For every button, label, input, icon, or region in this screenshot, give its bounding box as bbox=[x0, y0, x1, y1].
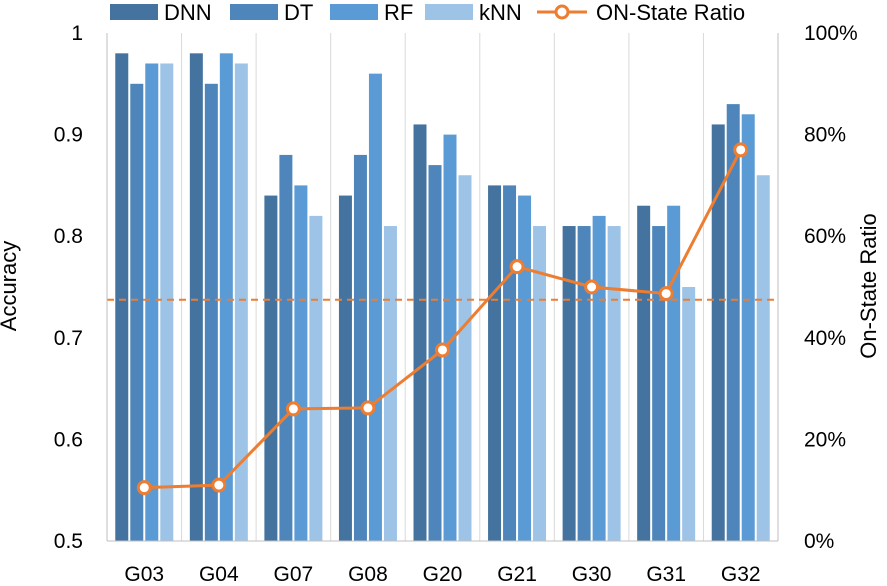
x-tick-label: G20 bbox=[423, 563, 463, 586]
bar-rf-g31 bbox=[667, 205, 681, 541]
on-state-ratio-point-g20 bbox=[435, 342, 450, 358]
legend: DNN DT RF kNN ON-State Ratio bbox=[110, 0, 745, 25]
legend-label-dt: DT bbox=[284, 0, 313, 25]
legend-label-dnn: DNN bbox=[164, 0, 212, 25]
bar-dt-g07 bbox=[279, 154, 293, 542]
bar-dt-g32 bbox=[726, 104, 740, 542]
y2-tick-label: 20% bbox=[804, 428, 846, 451]
bar-dnn-g03 bbox=[115, 53, 129, 541]
y-axis-title: Accuracy bbox=[0, 241, 21, 331]
bar-knn-g21 bbox=[533, 226, 547, 542]
on-state-ratio-point-g04 bbox=[211, 477, 227, 493]
on-state-ratio-point-g07 bbox=[285, 401, 301, 417]
bar-dt-g21 bbox=[503, 185, 517, 541]
bar-knn-g03 bbox=[160, 63, 174, 541]
x-tick-label: G31 bbox=[646, 563, 686, 586]
bar-dnn-g32 bbox=[711, 124, 725, 541]
y2-tick-label: 0% bbox=[804, 530, 834, 553]
y-tick-label: 1 bbox=[71, 22, 83, 45]
x-tick-label: G08 bbox=[348, 563, 388, 586]
on-state-ratio-point-g32 bbox=[733, 142, 749, 158]
bar-dnn-g30 bbox=[562, 226, 576, 542]
y-tick-label: 0.7 bbox=[54, 327, 83, 350]
y2-tick-label: 60% bbox=[804, 225, 846, 248]
bar-dt-g20 bbox=[428, 165, 442, 541]
bar-rf-g20 bbox=[443, 134, 457, 541]
y-axis-ticks: 0.5 0.6 0.7 0.8 0.9 1 bbox=[54, 22, 83, 553]
y-tick-label: 0.9 bbox=[54, 124, 83, 147]
legend-swatch-dnn bbox=[110, 4, 158, 20]
bar-knn-g30 bbox=[607, 226, 621, 542]
x-tick-label: G03 bbox=[124, 563, 164, 586]
bar-dnn-g08 bbox=[338, 195, 352, 541]
bar-rf-g30 bbox=[592, 215, 606, 541]
y2-tick-label: 100% bbox=[804, 22, 858, 45]
y2-axis-title: On-State Ratio bbox=[856, 213, 881, 359]
bar-rf-g08 bbox=[368, 73, 382, 541]
bar-dnn-g21 bbox=[488, 185, 502, 541]
legend-label-knn: kNN bbox=[479, 0, 522, 25]
bar-rf-g04 bbox=[219, 53, 233, 541]
y-tick-label: 0.5 bbox=[54, 530, 83, 553]
on-state-ratio-point-g03 bbox=[136, 480, 152, 496]
x-tick-label: G32 bbox=[721, 563, 761, 586]
bar-knn-g31 bbox=[682, 287, 696, 541]
legend-swatch-knn bbox=[425, 4, 473, 20]
legend-swatch-dt bbox=[230, 4, 278, 20]
bar-knn-g32 bbox=[756, 175, 770, 542]
legend-label-on-state-ratio: ON-State Ratio bbox=[596, 0, 745, 25]
x-tick-label: G04 bbox=[199, 563, 239, 586]
y2-tick-label: 80% bbox=[804, 124, 846, 147]
on-state-ratio-point-g08 bbox=[360, 400, 376, 416]
legend-swatch-rf bbox=[330, 4, 378, 20]
on-state-ratio-point-g31 bbox=[658, 286, 674, 302]
on-state-ratio-point-g30 bbox=[584, 279, 600, 295]
bar-dnn-g07 bbox=[264, 195, 278, 541]
bar-knn-g20 bbox=[458, 175, 472, 542]
on-state-ratio-point-g21 bbox=[509, 259, 525, 275]
y-tick-label: 0.6 bbox=[54, 428, 83, 451]
bar-dt-g08 bbox=[353, 154, 367, 542]
bar-rf-g32 bbox=[741, 114, 755, 541]
bar-rf-g07 bbox=[294, 185, 308, 541]
y2-tick-label: 40% bbox=[804, 327, 846, 350]
bar-rf-g21 bbox=[518, 195, 532, 541]
bar-dt-g04 bbox=[204, 83, 218, 542]
x-tick-label: G07 bbox=[274, 563, 314, 586]
axes bbox=[106, 33, 779, 542]
bar-dnn-g20 bbox=[413, 124, 427, 541]
x-tick-label: G30 bbox=[572, 563, 612, 586]
bar-knn-g08 bbox=[383, 226, 397, 542]
on-state-ratio-path bbox=[144, 149, 743, 490]
y-tick-label: 0.8 bbox=[54, 225, 83, 248]
on-state-ratio-line bbox=[136, 142, 749, 496]
legend-label-rf: RF bbox=[384, 0, 413, 25]
bar-dnn-g31 bbox=[637, 205, 651, 541]
legend-marker-on-state-ratio bbox=[554, 4, 570, 20]
x-axis-ticks: G03 G04 G07 G08 G20 G21 G30 G31 G32 bbox=[124, 563, 760, 586]
bar-dt-g03 bbox=[130, 83, 144, 542]
bar-knn-g07 bbox=[309, 215, 323, 541]
bar-dt-g30 bbox=[577, 226, 591, 542]
bar-rf-g03 bbox=[145, 63, 159, 541]
y2-axis-ticks: 0% 20% 40% 60% 80% 100% bbox=[804, 22, 858, 553]
bar-knn-g04 bbox=[234, 63, 248, 541]
x-tick-label: G21 bbox=[497, 563, 537, 586]
bar-dnn-g04 bbox=[189, 53, 203, 541]
bars bbox=[115, 53, 770, 542]
bar-dt-g31 bbox=[652, 226, 666, 542]
